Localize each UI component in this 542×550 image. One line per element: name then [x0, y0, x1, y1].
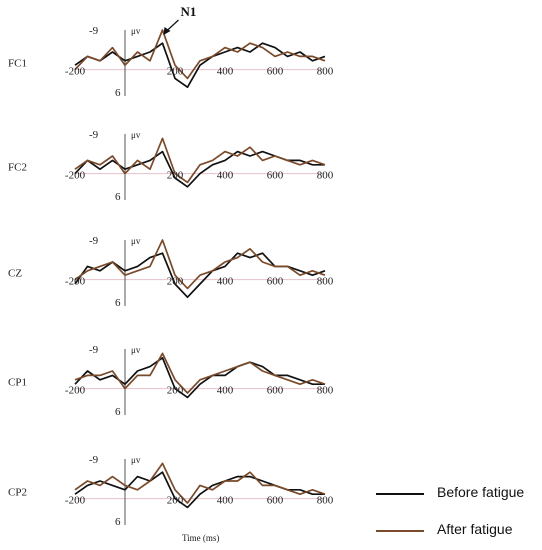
x-axis-label: Time (ms) — [182, 533, 220, 543]
channel-label: CZ — [8, 268, 22, 280]
y-tick-label: 6 — [115, 516, 121, 528]
channel-label: CP1 — [8, 377, 27, 389]
x-tick-label: 400 — [217, 385, 234, 397]
panel-cp1: CP1 -9 μv 6 -200 200 400 600 800 — [8, 344, 334, 418]
legend-label-after: After fatigue — [437, 521, 513, 537]
x-tick-label: 200 — [167, 170, 184, 182]
channel-label: FC1 — [8, 58, 27, 70]
y-unit-label: μv — [131, 345, 141, 355]
panel-cp2: CP2 -9 μv 6 -200 200 400 600 800 — [8, 454, 334, 528]
x-tick-label: 400 — [217, 276, 234, 288]
series-line-before — [74, 42, 326, 89]
panel-cz: CZ -9 μv 6 -200 200 400 600 800 — [8, 235, 334, 309]
y-tick-label: 6 — [115, 87, 121, 99]
panel-fc1: FC1 -9 μv 6 -200 200 400 600 800 N1 — [8, 4, 334, 99]
y-unit-label: μv — [131, 455, 141, 465]
y-unit-label: μv — [131, 130, 141, 140]
series-line-before — [74, 356, 325, 399]
y-tick-label: 6 — [115, 297, 121, 309]
series-line-after — [74, 29, 326, 80]
x-tick-label: 800 — [317, 385, 334, 397]
legend-swatch-before — [376, 493, 424, 495]
x-tick-label: 600 — [267, 170, 284, 182]
x-tick-label: 200 — [167, 385, 184, 397]
x-tick-label: 200 — [167, 495, 184, 507]
x-tick-label: -200 — [65, 66, 86, 78]
y-tick-label: -9 — [89, 25, 99, 37]
x-tick-label: 600 — [267, 495, 284, 507]
x-tick-label: 800 — [317, 276, 334, 288]
panel-fc2: FC2 -9 μv 6 -200 200 400 600 800 — [8, 129, 334, 203]
x-tick-label: 600 — [267, 66, 284, 78]
y-unit-label: μv — [131, 236, 141, 246]
y-tick-label: 6 — [115, 191, 121, 203]
n1-annotation: N1 — [181, 4, 197, 19]
x-tick-label: -200 — [65, 170, 86, 182]
x-tick-label: 800 — [317, 170, 334, 182]
series-line-after — [74, 137, 326, 184]
legend-swatch-after — [376, 530, 424, 532]
x-tick-label: 400 — [217, 495, 234, 507]
x-tick-label: -200 — [65, 385, 86, 397]
n1-arrow-head — [163, 27, 171, 35]
x-tick-label: -200 — [65, 495, 86, 507]
channel-label: CP2 — [8, 487, 27, 499]
x-tick-label: 200 — [167, 66, 184, 78]
series-line-after — [74, 352, 326, 394]
x-tick-label: 600 — [267, 385, 284, 397]
channel-label: FC2 — [8, 162, 27, 174]
x-tick-label: 400 — [217, 170, 234, 182]
y-tick-label: -9 — [89, 235, 99, 247]
series-line-after — [74, 462, 326, 504]
y-tick-label: -9 — [89, 454, 99, 466]
y-unit-label: μv — [131, 26, 141, 36]
x-tick-label: 400 — [217, 66, 234, 78]
x-tick-label: 800 — [317, 66, 334, 78]
y-tick-label: -9 — [89, 129, 99, 141]
x-tick-label: -200 — [65, 276, 86, 288]
series-line-after — [74, 239, 326, 290]
x-tick-label: 600 — [267, 276, 284, 288]
legend-label-before: Before fatigue — [437, 484, 525, 500]
x-tick-label: 200 — [167, 276, 184, 288]
y-tick-label: -9 — [89, 344, 99, 356]
y-tick-label: 6 — [115, 406, 121, 418]
x-tick-label: 800 — [317, 495, 334, 507]
